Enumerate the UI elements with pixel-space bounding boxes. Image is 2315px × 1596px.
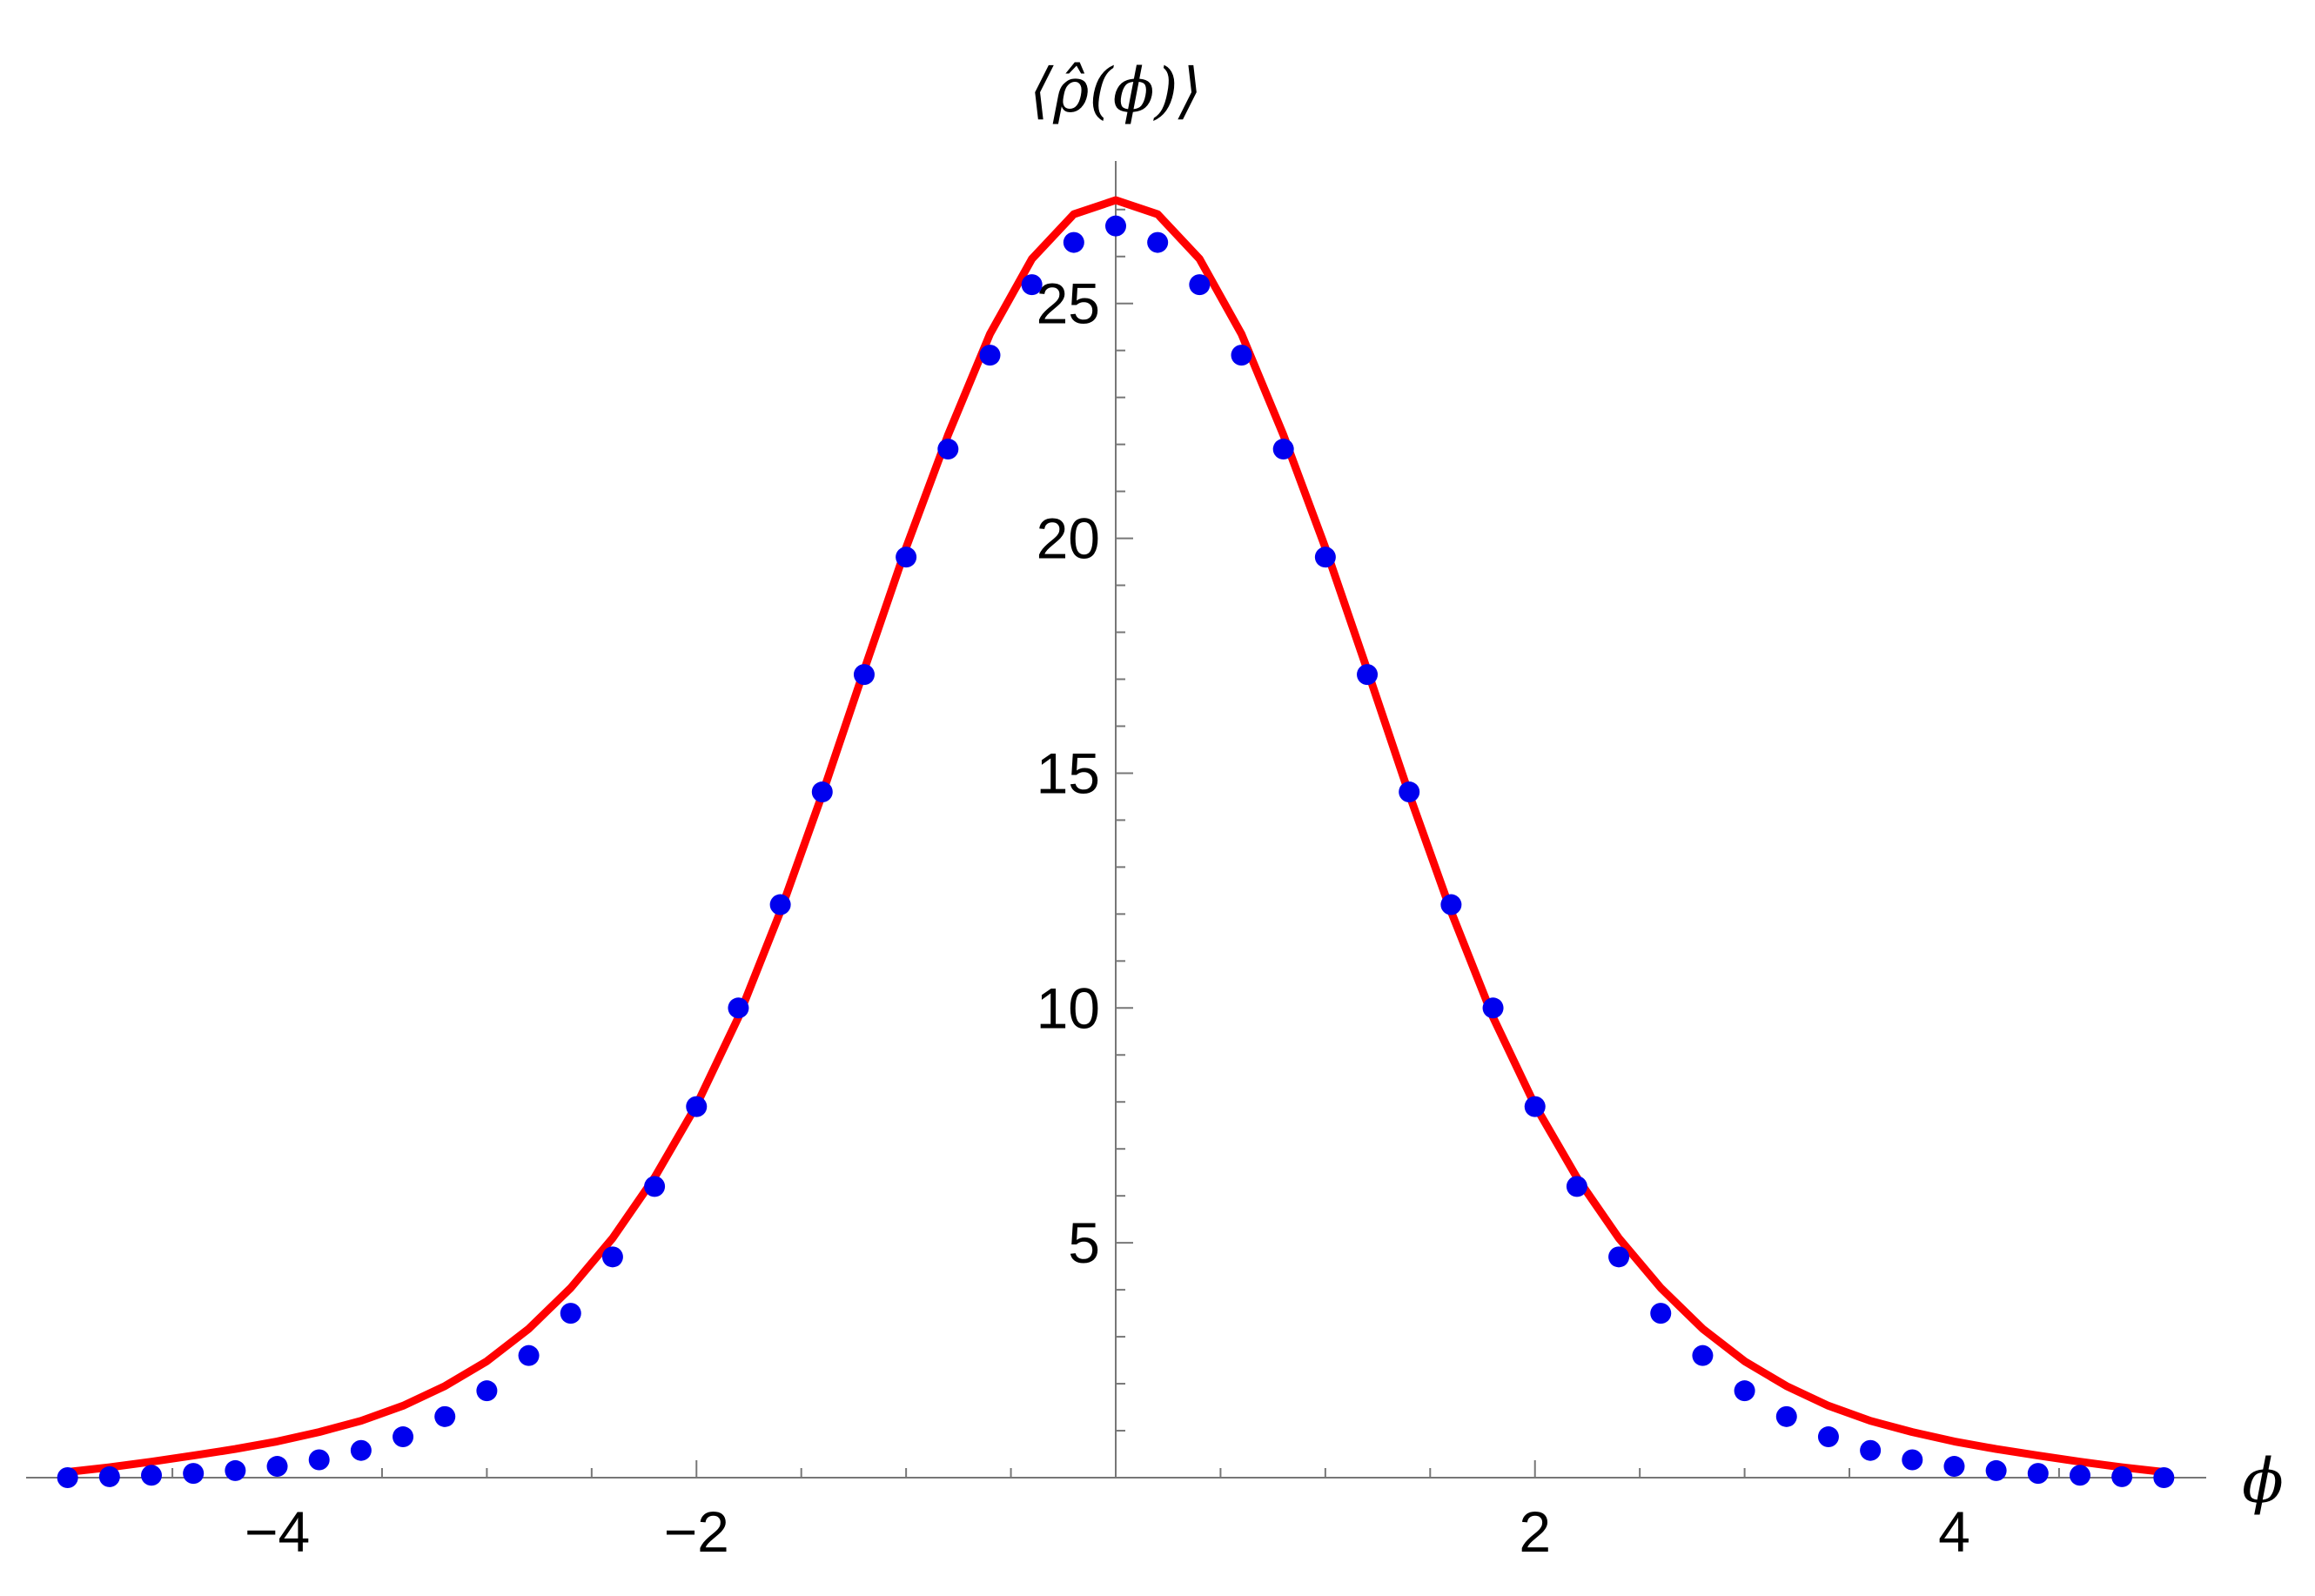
data-point [1650,1303,1672,1324]
data-point [853,664,875,686]
data-point [560,1303,581,1324]
data-point [979,345,1001,366]
data-point [1482,997,1504,1019]
data-point [1399,781,1420,803]
data-point [1440,894,1462,915]
data-point [811,781,833,803]
data-point [183,1463,205,1485]
data-point [1231,345,1252,366]
data-point [686,1096,708,1117]
data-point [896,547,917,568]
data-point [1357,664,1379,686]
axes: −4 −2 2 4 5 10 15 20 25 [26,161,2206,1564]
data-point [98,1465,120,1487]
data-point [1272,439,1294,460]
x-tick-label: 2 [1519,1499,1551,1564]
data-point [1860,1439,1882,1461]
data-point [601,1246,623,1268]
data-point [1775,1405,1797,1427]
data-point [1314,547,1336,568]
data-point [1524,1096,1546,1117]
y-tick-label: 25 [1037,272,1100,336]
y-axis-label: ⟨ρ̂(ϕ)⟩ [1030,55,1202,126]
y-tick-label: 10 [1037,976,1100,1040]
data-point [1147,231,1169,253]
data-point [1608,1246,1630,1268]
data-point [225,1459,246,1481]
data-point [1985,1459,2007,1481]
data-point [57,1467,78,1488]
y-ticks: 5 10 15 20 25 [1037,208,1133,1432]
series [57,196,2175,1488]
data-point [2069,1465,2090,1486]
data-point [350,1439,372,1461]
y-tick-label: 20 [1037,506,1100,571]
data-point [476,1380,498,1402]
data-point [728,997,749,1019]
fit-curve [64,196,2168,1476]
data-point [2111,1465,2133,1487]
x-tick-label: 4 [1938,1499,1970,1564]
data-point [1902,1449,1923,1471]
data-point [1105,215,1126,237]
data-point [393,1426,414,1448]
x-tick-label: −4 [245,1499,310,1564]
data-point [644,1176,666,1197]
data-point [1021,274,1043,296]
data-point [141,1465,163,1486]
data-point [1817,1426,1839,1448]
y-tick-label: 5 [1068,1210,1100,1275]
data-point [518,1345,540,1366]
data-point [308,1449,330,1471]
data-point [1063,231,1084,253]
data-point [266,1456,288,1478]
data-point [2153,1467,2175,1488]
data-point [2027,1463,2049,1485]
data-point [1692,1345,1714,1366]
x-ticks: −4 −2 2 4 [66,1460,2165,1564]
data-point [1189,274,1211,296]
data-point [937,439,959,460]
data-point [769,894,791,915]
data-point [1943,1456,1965,1478]
x-tick-label: −2 [664,1499,729,1564]
data-point [434,1405,456,1427]
data-point [1566,1176,1587,1197]
x-axis-label: ϕ [2242,1445,2284,1517]
y-tick-label: 15 [1037,741,1100,805]
data-point [1734,1380,1755,1402]
